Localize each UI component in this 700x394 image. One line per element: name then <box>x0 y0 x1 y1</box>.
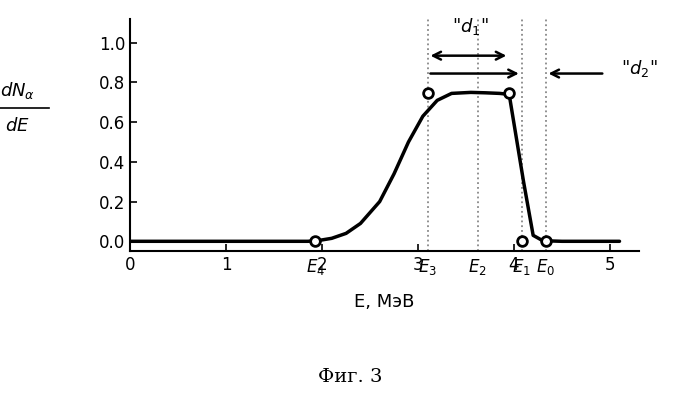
Text: "$d_2$": "$d_2$" <box>622 58 658 79</box>
Text: $E_1$: $E_1$ <box>512 257 531 277</box>
Text: "$d_1$": "$d_1$" <box>452 16 489 37</box>
Text: $E_2$: $E_2$ <box>468 257 487 277</box>
Text: $dN_\alpha$: $dN_\alpha$ <box>0 80 35 101</box>
Text: E, МэВ: E, МэВ <box>354 293 414 311</box>
Text: $E_4$: $E_4$ <box>306 257 325 277</box>
Text: $E_0$: $E_0$ <box>536 257 555 277</box>
Text: Фиг. 3: Фиг. 3 <box>318 368 382 386</box>
Text: $E_3$: $E_3$ <box>418 257 437 277</box>
Text: $dE$: $dE$ <box>5 117 30 135</box>
